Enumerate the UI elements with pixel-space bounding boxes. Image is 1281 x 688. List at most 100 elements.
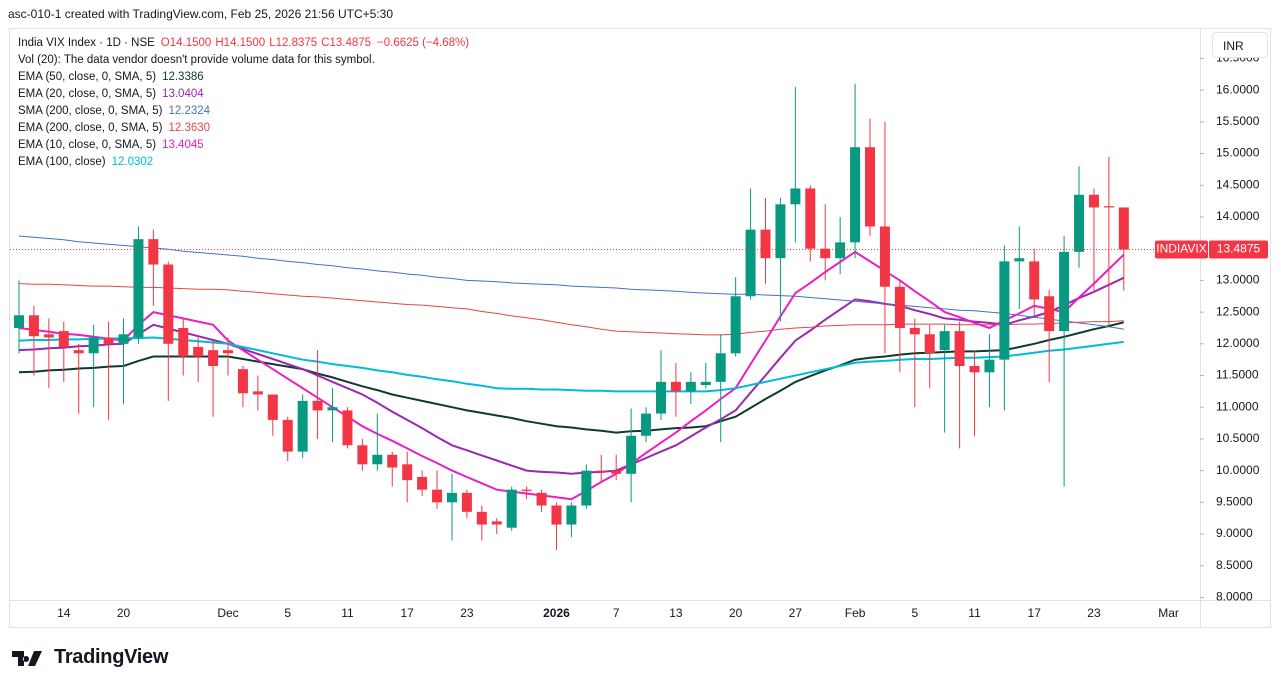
- header: asc-010-1 created with TradingView.com, …: [8, 7, 394, 21]
- candle-body: [909, 327, 920, 335]
- legend-row: EMA (20, close, 0, SMA, 5) 13.0404: [18, 86, 469, 103]
- legend-value: 12.3386: [162, 71, 204, 83]
- candle-body: [372, 454, 383, 465]
- candle-body: [193, 346, 204, 357]
- x-tick-label: 23: [460, 606, 474, 620]
- candle-body: [133, 239, 144, 338]
- candle-body: [984, 359, 995, 373]
- candle-body: [43, 334, 54, 338]
- candle-body: [745, 229, 756, 297]
- legend-value: 12.3630: [168, 122, 211, 134]
- legend-value: 12.2324: [168, 105, 211, 117]
- candle-body: [835, 242, 846, 259]
- volume-note: Vol (20): The data vendor doesn't provid…: [18, 54, 375, 66]
- symbol-title: India VIX Index · 1D · NSE: [18, 37, 155, 49]
- indicator-line: [18, 276, 1125, 475]
- ohlc-value: C13.4875: [321, 37, 372, 49]
- candle-body: [14, 315, 24, 328]
- candle-body: [1074, 194, 1085, 252]
- candle-body: [312, 400, 323, 411]
- x-tick-label: 5: [284, 606, 291, 620]
- legend-row: EMA (100, close) 12.0302: [18, 154, 469, 171]
- candle-body: [163, 264, 174, 344]
- x-tick-label: 20: [729, 606, 743, 620]
- price-tag: 13.4875: [1217, 242, 1261, 256]
- candle-body: [446, 492, 457, 503]
- candle-body: [402, 464, 413, 481]
- candle-body: [223, 350, 234, 354]
- y-tick-label: 10.0000: [1216, 463, 1260, 477]
- candle-body: [1014, 258, 1025, 262]
- y-tick-label: 11.5000: [1216, 368, 1259, 382]
- legend-name: SMA (200, close, 0, SMA, 5): [18, 105, 163, 117]
- candle-body: [476, 511, 487, 525]
- candle-body: [850, 147, 861, 243]
- x-tick-label: 13: [669, 606, 683, 620]
- legend-row: EMA (50, close, 0, SMA, 5) 12.3386: [18, 69, 469, 86]
- candle-body: [715, 353, 726, 382]
- y-tick-label: 15.0000: [1216, 146, 1260, 160]
- candle-body: [148, 239, 159, 265]
- candle-body: [894, 286, 905, 328]
- candle-body: [208, 350, 219, 366]
- indicator-line: [18, 321, 1125, 434]
- candle-body: [879, 226, 890, 287]
- candle-body: [551, 505, 562, 525]
- symbol-tag: INDIAVIX: [1156, 242, 1206, 256]
- candle-body: [178, 327, 189, 357]
- candle-body: [596, 470, 607, 472]
- candle-body: [1118, 207, 1129, 250]
- candle-body: [790, 188, 801, 205]
- y-tick-label: 11.0000: [1216, 399, 1259, 413]
- candle-body: [611, 470, 622, 474]
- y-tick-label: 14.5000: [1216, 177, 1260, 191]
- y-tick-label: 10.5000: [1216, 431, 1260, 445]
- candle-body: [700, 381, 711, 386]
- legend-name: EMA (100, close): [18, 156, 106, 168]
- candle-body: [1044, 296, 1055, 332]
- legend-name: EMA (10, close, 0, SMA, 5): [18, 139, 157, 151]
- x-tick-label: 5: [911, 606, 918, 620]
- x-tick-label: 23: [1087, 606, 1101, 620]
- ohlc-value: L12.8375: [269, 37, 318, 49]
- change-value: −0.6625 (−4.68%): [377, 37, 470, 49]
- x-tick-label: 2026: [543, 606, 570, 620]
- candle-body: [103, 337, 114, 344]
- legend-name: EMA (20, close, 0, SMA, 5): [18, 88, 157, 100]
- candle-body: [28, 315, 39, 337]
- legend-row: Vol (20): The data vendor doesn't provid…: [18, 52, 469, 69]
- y-tick-label: 12.5000: [1216, 304, 1260, 318]
- ohlc-value: O14.1500: [160, 37, 212, 49]
- candle-body: [521, 489, 532, 491]
- candle-body: [566, 505, 577, 525]
- candle-body: [1088, 194, 1099, 208]
- x-tick-label: Feb: [845, 606, 866, 620]
- candle-body: [939, 331, 950, 351]
- legend-row: EMA (200, close, 0, SMA, 5) 12.3630: [18, 120, 469, 137]
- candle-body: [685, 381, 696, 392]
- candle-body: [387, 454, 398, 468]
- y-tick-label: 9.5000: [1216, 495, 1253, 509]
- x-tick-label: 11: [341, 606, 354, 620]
- candle-body: [267, 394, 278, 420]
- indicator-line: [18, 336, 1124, 393]
- x-tick-label: Mar: [1158, 606, 1179, 620]
- y-tick-label: 13.0000: [1216, 273, 1260, 287]
- candle-body: [357, 445, 368, 465]
- indicator-line: [18, 250, 1125, 501]
- ohlc-value: H14.1500: [215, 37, 266, 49]
- legend-value: 12.0302: [111, 156, 154, 168]
- currency-button[interactable]: INR: [1212, 32, 1268, 58]
- candle-body: [461, 492, 472, 512]
- legend-value: 13.4045: [162, 139, 204, 151]
- y-tick-label: 12.0000: [1216, 336, 1260, 350]
- x-tick-label: 20: [117, 606, 131, 620]
- candle-body: [581, 470, 592, 506]
- y-tick-label: 8.0000: [1216, 590, 1253, 604]
- x-tick-label: 7: [613, 606, 620, 620]
- x-tick-label: 17: [401, 606, 415, 620]
- indicator-line: [18, 283, 1124, 336]
- candle-body: [342, 410, 353, 446]
- candle-body: [999, 261, 1010, 360]
